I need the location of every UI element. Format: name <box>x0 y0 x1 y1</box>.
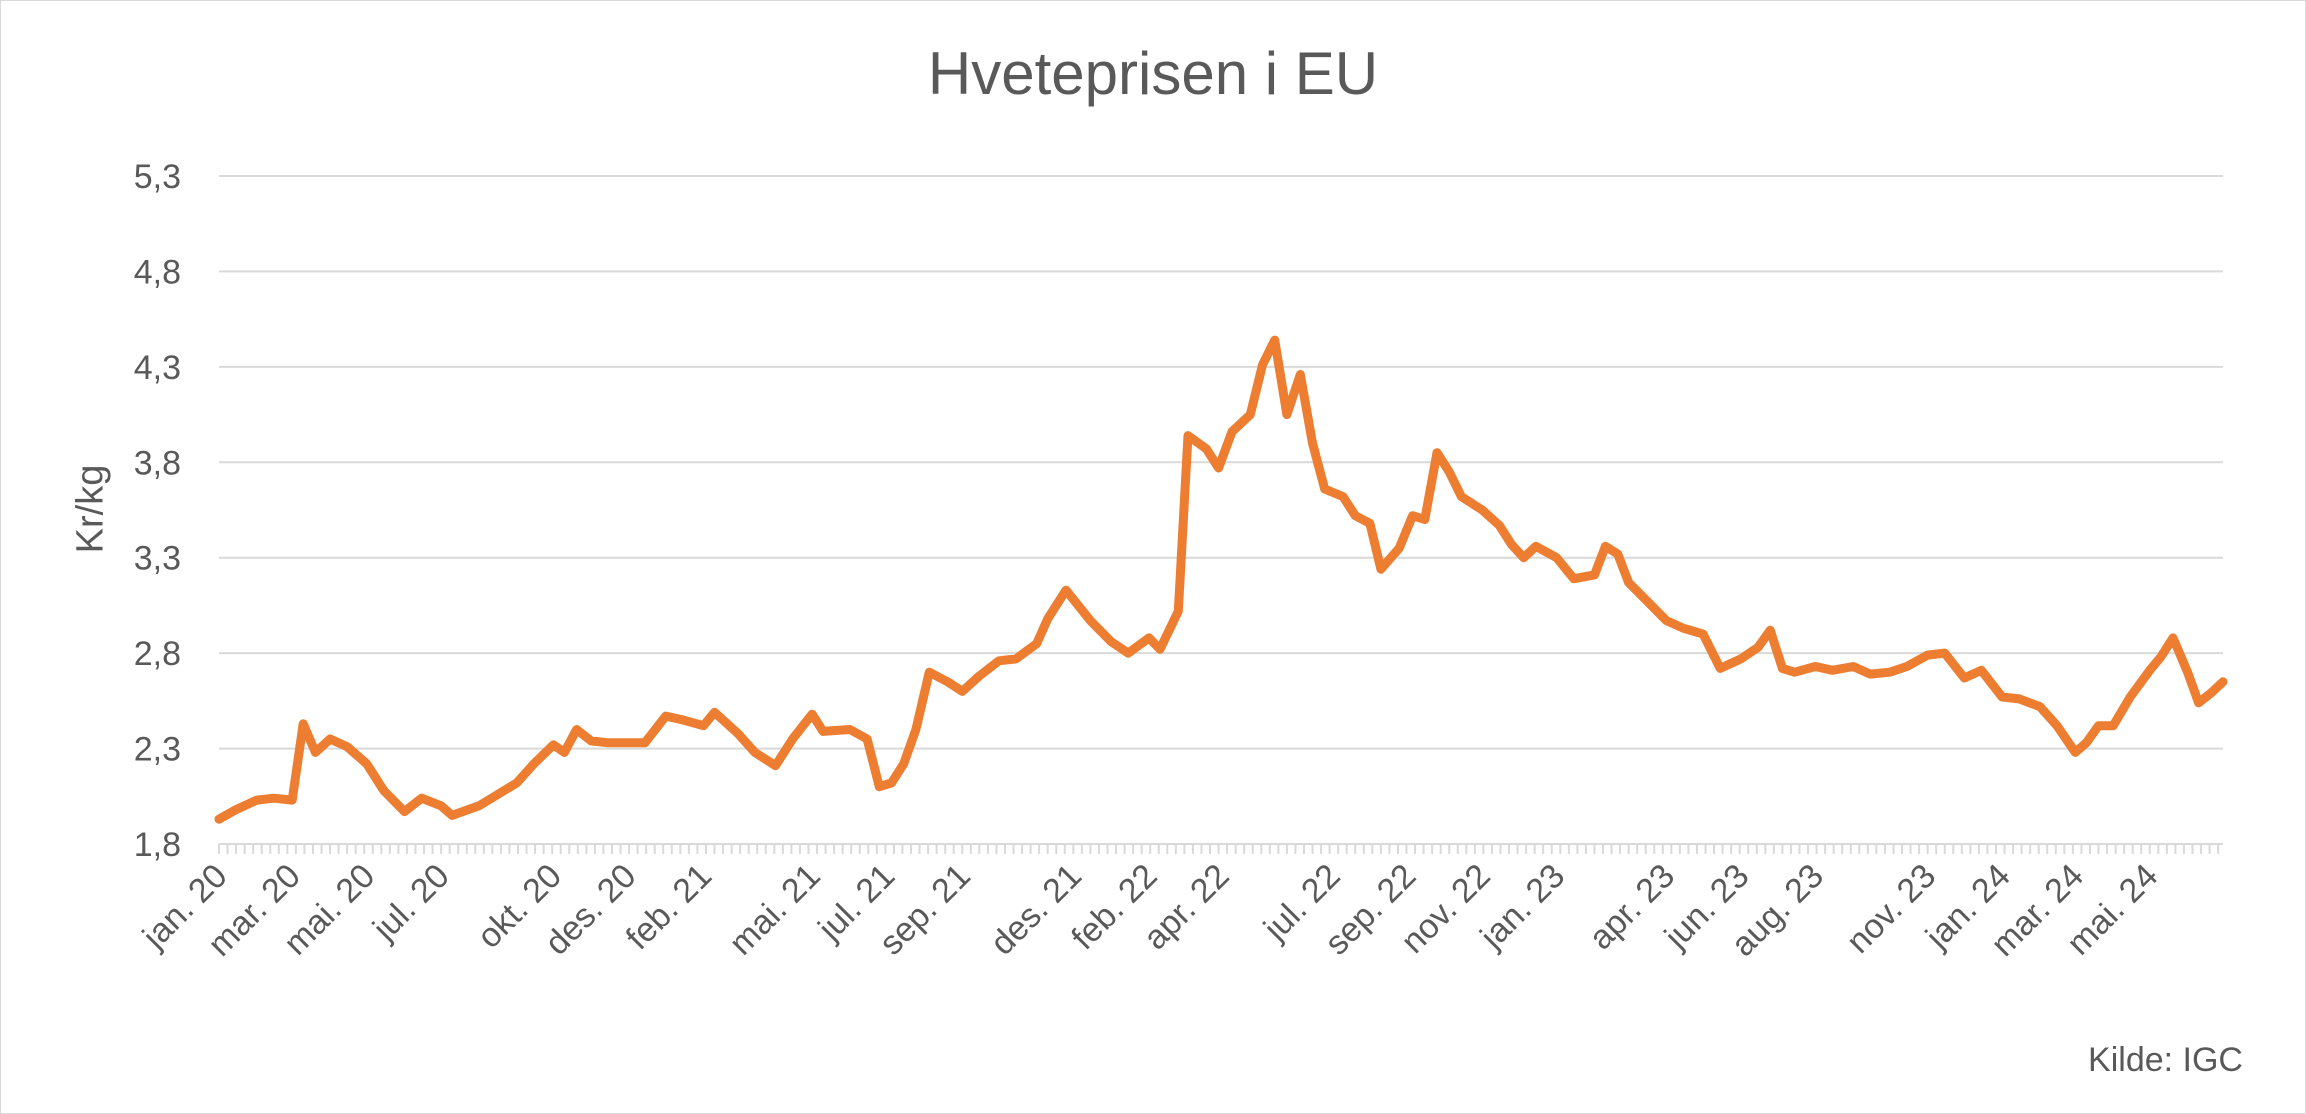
y-tick-label: 2,3 <box>134 731 181 769</box>
x-tick-label: feb. 21 <box>619 857 719 957</box>
y-tick-label: 1,8 <box>134 826 181 864</box>
y-tick-label: 2,8 <box>134 635 181 673</box>
series-line-0 <box>214 335 2228 824</box>
x-tick-label: jan. 23 <box>1473 857 1573 957</box>
series-group <box>214 335 2228 824</box>
y-tick-label: 3,3 <box>134 540 181 578</box>
x-tick-label: apr. 23 <box>1582 857 1682 957</box>
y-tick-label: 5,3 <box>134 158 181 196</box>
x-tick-label: mai. 21 <box>722 857 828 963</box>
x-tick-label: des. 21 <box>983 857 1089 963</box>
y-axis-ticks: 1,8 2,3 2,8 3,3 3,8 4,3 4,8 5,3 <box>134 158 181 864</box>
source-note: Kilde: IGC <box>2088 1041 2243 1079</box>
x-tick-label: jul. 20 <box>365 857 457 949</box>
y-tick-label: 4,8 <box>134 253 181 291</box>
y-tick-label: 4,3 <box>134 349 181 387</box>
x-tick-label: nov. 23 <box>1839 857 1943 961</box>
chart-title: Hveteprisen i EU <box>927 40 1379 107</box>
y-tick-label: 3,8 <box>134 444 181 482</box>
